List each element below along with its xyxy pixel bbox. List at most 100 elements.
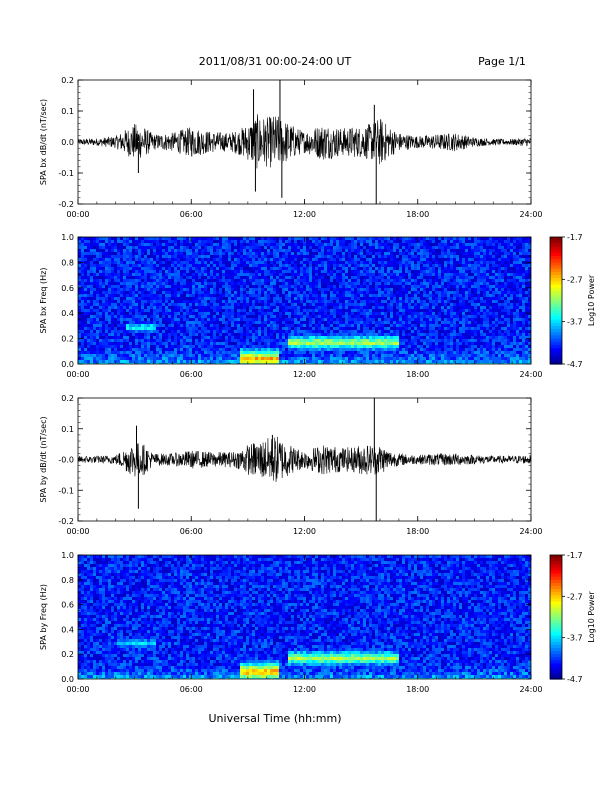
- heatmap-cell: [378, 348, 381, 351]
- page-number: Page 1/1: [478, 55, 526, 68]
- heatmap-cell: [330, 270, 333, 273]
- heatmap-cell: [99, 342, 102, 345]
- heatmap-cell: [378, 297, 381, 300]
- heatmap-cell: [168, 240, 171, 243]
- heatmap-cell: [384, 282, 387, 285]
- heatmap-cell: [240, 351, 243, 354]
- heatmap-cell: [144, 273, 147, 276]
- heatmap-cell: [408, 243, 411, 246]
- heatmap-cell: [369, 309, 372, 312]
- heatmap-cell: [411, 321, 414, 324]
- heatmap-cell: [234, 294, 237, 297]
- heatmap-cell: [378, 321, 381, 324]
- heatmap-cell: [264, 348, 267, 351]
- heatmap-cell: [123, 246, 126, 249]
- heatmap-cell: [213, 345, 216, 348]
- heatmap-cell: [366, 270, 369, 273]
- heatmap-cell: [84, 336, 87, 339]
- heatmap-cell: [132, 270, 135, 273]
- heatmap-cell: [105, 303, 108, 306]
- heatmap-cell: [324, 354, 327, 357]
- heatmap-cell: [273, 285, 276, 288]
- heatmap-cell: [195, 273, 198, 276]
- heatmap-cell: [288, 249, 291, 252]
- heatmap-cell: [378, 333, 381, 336]
- heatmap-cell: [360, 246, 363, 249]
- heatmap-cell: [93, 306, 96, 309]
- heatmap-cell: [342, 354, 345, 357]
- heatmap-cell: [117, 336, 120, 339]
- heatmap-cell: [405, 249, 408, 252]
- heatmap-cell: [372, 237, 375, 240]
- heatmap-cell: [177, 321, 180, 324]
- heatmap-cell: [399, 354, 402, 357]
- heatmap-cell: [96, 354, 99, 357]
- heatmap-cell: [306, 243, 309, 246]
- heatmap-cell: [309, 297, 312, 300]
- heatmap-cell: [342, 315, 345, 318]
- heatmap-cell: [282, 351, 285, 354]
- heatmap-cell: [162, 360, 165, 363]
- heatmap-cell: [393, 288, 396, 291]
- bx-spectrogram-cells: [78, 237, 531, 364]
- heatmap-cell: [264, 249, 267, 252]
- heatmap-cell: [405, 246, 408, 249]
- heatmap-cell: [234, 333, 237, 336]
- heatmap-cell: [93, 342, 96, 345]
- heatmap-cell: [159, 276, 162, 279]
- heatmap-cell: [294, 312, 297, 315]
- heatmap-cell: [270, 333, 273, 336]
- heatmap-cell: [375, 246, 378, 249]
- heatmap-cell: [93, 240, 96, 243]
- heatmap-cell: [123, 354, 126, 357]
- heatmap-cell: [108, 255, 111, 258]
- heatmap-cell: [291, 252, 294, 255]
- heatmap-cell: [297, 255, 300, 258]
- heatmap-cell: [297, 240, 300, 243]
- heatmap-cell: [150, 300, 153, 303]
- heatmap-cell: [417, 273, 420, 276]
- heatmap-cell: [117, 303, 120, 306]
- heatmap-cell: [81, 246, 84, 249]
- heatmap-cell: [405, 237, 408, 240]
- heatmap-cell: [78, 303, 81, 306]
- heatmap-cell: [324, 324, 327, 327]
- heatmap-cell: [372, 333, 375, 336]
- heatmap-cell: [339, 300, 342, 303]
- heatmap-cell: [126, 309, 129, 312]
- heatmap-cell: [336, 312, 339, 315]
- heatmap-cell: [105, 258, 108, 261]
- heatmap-cell: [126, 255, 129, 258]
- heatmap-cell: [363, 318, 366, 321]
- heatmap-cell: [294, 309, 297, 312]
- heatmap-cell: [231, 351, 234, 354]
- heatmap-cell: [390, 258, 393, 261]
- heatmap-cell: [150, 246, 153, 249]
- heatmap-cell: [408, 258, 411, 261]
- heatmap-cell: [243, 279, 246, 282]
- heatmap-cell: [273, 345, 276, 348]
- heatmap-cell: [381, 252, 384, 255]
- heatmap-cell: [393, 360, 396, 363]
- heatmap-cell: [378, 318, 381, 321]
- heatmap-cell: [141, 240, 144, 243]
- heatmap-cell: [252, 261, 255, 264]
- heatmap-cell: [282, 321, 285, 324]
- heatmap-cell: [324, 342, 327, 345]
- heatmap-cell: [120, 300, 123, 303]
- heatmap-cell: [111, 297, 114, 300]
- heatmap-cell: [312, 309, 315, 312]
- heatmap-cell: [357, 333, 360, 336]
- heatmap-cell: [210, 306, 213, 309]
- heatmap-cell: [162, 291, 165, 294]
- heatmap-cell: [189, 261, 192, 264]
- heatmap-cell: [93, 267, 96, 270]
- heatmap-cell: [204, 282, 207, 285]
- heatmap-cell: [225, 360, 228, 363]
- heatmap-cell: [393, 303, 396, 306]
- heatmap-cell: [321, 327, 324, 330]
- heatmap-cell: [93, 258, 96, 261]
- heatmap-cell: [330, 285, 333, 288]
- heatmap-cell: [279, 282, 282, 285]
- heatmap-cell: [234, 330, 237, 333]
